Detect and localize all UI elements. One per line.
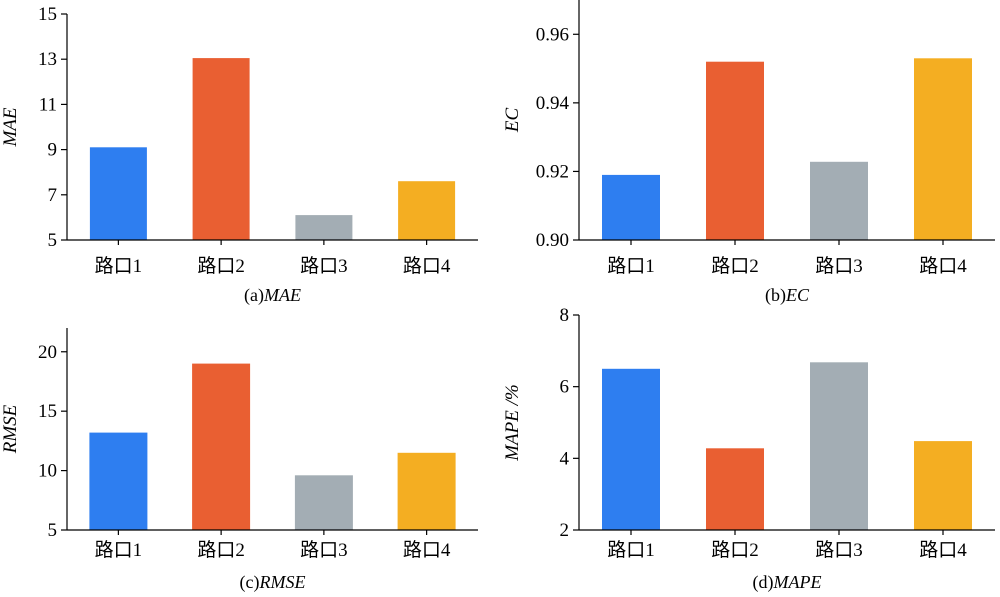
bar [398,181,456,240]
caption-metric: MAPE [773,572,822,592]
y-tick-label: 10 [38,461,57,482]
x-tick-label: 路口3 [815,255,863,277]
y-tick-label: 7 [48,185,58,206]
y-axis-label: MAE [0,107,21,147]
caption-prefix: (c) [240,572,260,593]
bar [89,432,148,530]
caption-metric: EC [785,285,810,305]
y-tick-label: 11 [39,94,57,115]
bar [810,161,868,240]
x-tick-label: 路口1 [607,539,655,561]
x-tick-label: 路口1 [95,255,143,277]
y-axis-label: MAPE /% [502,384,523,462]
caption-prefix: (d) [753,572,774,593]
y-tick-label: 20 [38,342,57,363]
bar [294,475,353,530]
y-tick-label: 13 [38,49,57,70]
chart-caption: (c)RMSE [240,572,306,593]
bar [706,61,764,241]
chart-caption: (a)MAE [244,285,301,306]
bar [192,58,250,240]
x-tick-label: 路口3 [300,255,348,277]
y-tick-label: 0.94 [536,93,570,114]
y-tick-label: 0.92 [536,161,569,182]
x-tick-label: 路口2 [711,539,759,561]
x-tick-label: 路口4 [403,255,451,277]
x-tick-label: 路口4 [919,255,967,277]
x-tick-label: 路口1 [95,539,143,561]
chart-caption: (b)EC [765,285,810,306]
y-tick-label: 0.96 [536,24,569,45]
y-tick-label: 8 [560,305,570,326]
caption-metric: MAE [263,285,301,305]
x-tick-label: 路口2 [197,255,245,277]
bar [602,368,660,531]
y-tick-label: 2 [560,520,570,541]
y-axis-label: EC [502,108,523,134]
bar [89,147,147,240]
y-tick-label: 9 [48,140,58,161]
x-tick-label: 路口4 [403,539,451,561]
y-tick-label: 0.90 [536,230,569,251]
bar [602,174,660,240]
x-tick-label: 路口4 [919,539,967,561]
bar [192,363,251,530]
y-tick-label: 5 [48,520,58,541]
y-tick-label: 5 [48,230,58,251]
y-tick-label: 15 [38,4,57,25]
bar [397,452,456,530]
caption-prefix: (b) [765,285,786,306]
y-tick-label: 15 [38,401,57,422]
x-tick-label: 路口1 [607,255,655,277]
bar [914,441,972,530]
y-axis-label: RMSE [0,404,21,454]
bar [810,362,868,530]
bar [706,448,764,530]
chart-caption: (d)MAPE [753,572,822,593]
x-tick-label: 路口2 [711,255,759,277]
x-tick-label: 路口3 [815,539,863,561]
y-tick-label: 6 [560,377,570,398]
x-tick-label: 路口2 [197,539,245,561]
y-tick-label: 4 [560,448,570,469]
bar [295,215,353,240]
bar [914,58,972,240]
chart-panel-4: 路口1 路口2 路口3 路口4 2 4 6 8 MAPE /% (d)MAPE [502,305,995,593]
x-tick-label: 路口3 [300,539,348,561]
caption-prefix: (a) [244,285,264,306]
caption-metric: RMSE [259,572,306,592]
